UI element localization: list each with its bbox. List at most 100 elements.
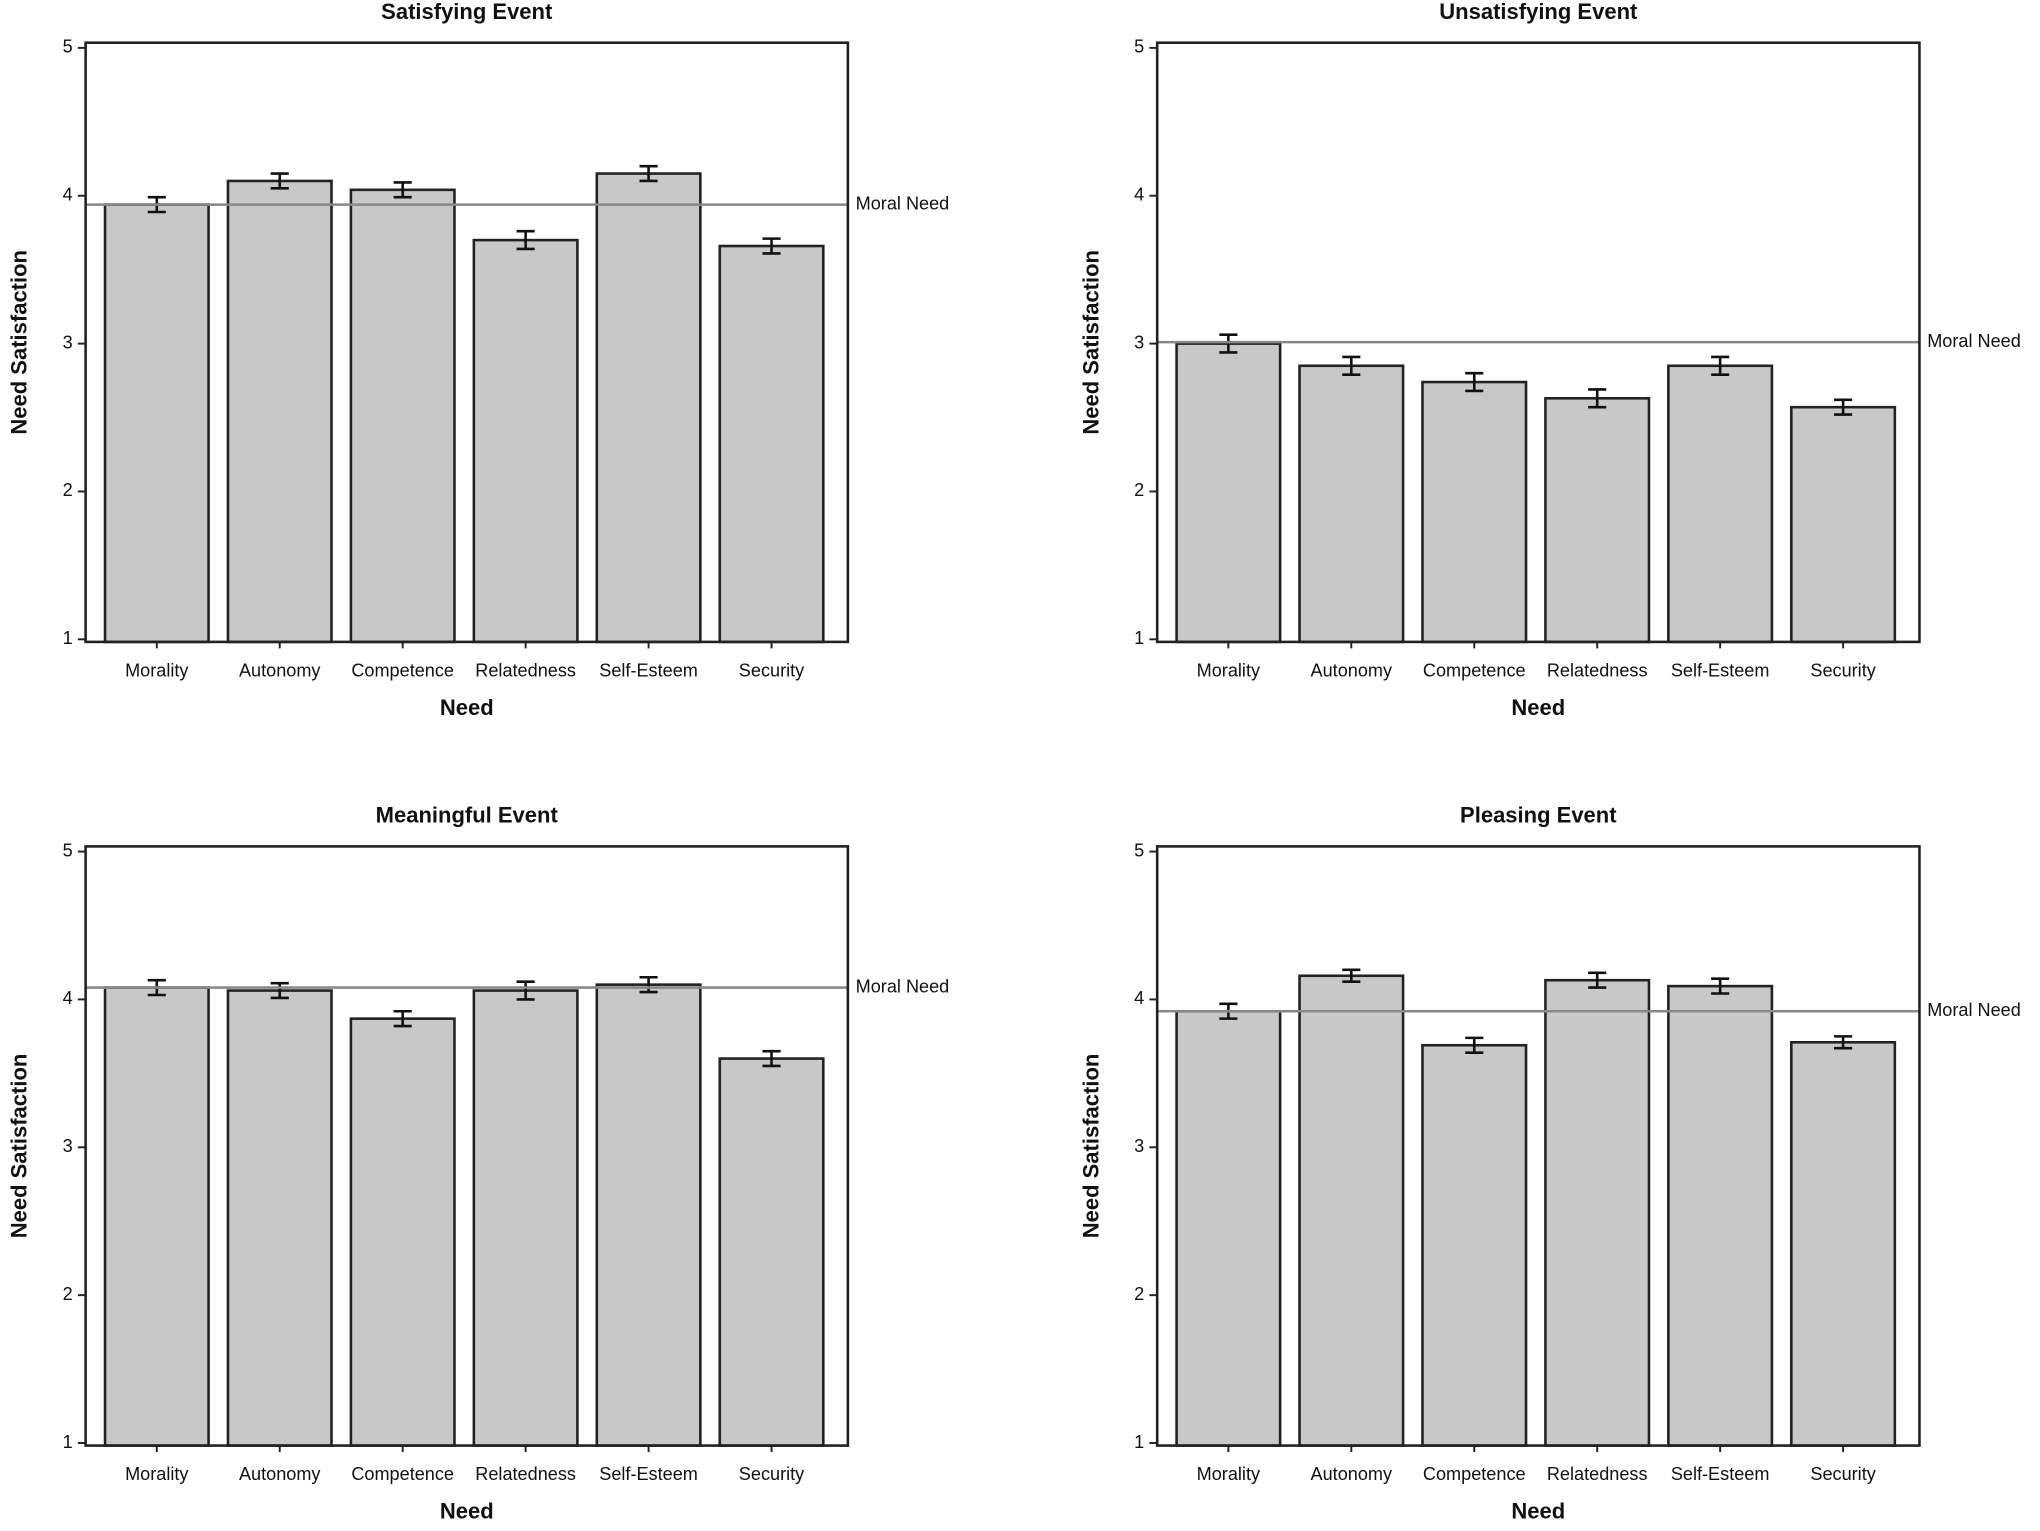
- x-tick-label: Morality: [125, 1464, 189, 1484]
- y-tick-label: 3: [63, 1136, 73, 1156]
- y-tick-label: 5: [1134, 37, 1144, 57]
- y-tick-label: 4: [1134, 185, 1144, 205]
- bar: [595, 983, 702, 1447]
- x-tick-label: Morality: [1197, 1464, 1261, 1484]
- error-bar: [270, 172, 289, 190]
- error-bar: [1465, 371, 1484, 393]
- x-tick-label: Security: [1810, 1464, 1876, 1484]
- bar: [595, 172, 702, 644]
- chart-title: Pleasing Event: [1460, 802, 1617, 827]
- y-tick-label: 5: [1134, 840, 1144, 860]
- plot-frame: [1155, 41, 1921, 644]
- bar: [103, 986, 210, 1447]
- plot-frame: [1155, 845, 1921, 1447]
- x-tick-label: Competence: [1423, 660, 1526, 680]
- y-axis-label: Need Satisfaction: [7, 250, 32, 435]
- bar: [1544, 397, 1651, 644]
- bar: [226, 989, 333, 1447]
- y-tick-label: 2: [63, 480, 73, 500]
- y-tick-label: 1: [63, 628, 73, 648]
- x-tick-label: Security: [739, 1464, 805, 1484]
- bar: [226, 179, 333, 644]
- y-tick-label: 2: [1134, 480, 1144, 500]
- bar: [1667, 364, 1774, 644]
- bar: [718, 1057, 825, 1447]
- y-tick-label: 4: [1134, 988, 1144, 1008]
- error-bar: [1342, 355, 1361, 376]
- bar: [349, 188, 456, 644]
- bar: [1790, 1041, 1897, 1447]
- error-bar: [393, 1009, 412, 1028]
- x-tick-label: Relatedness: [1547, 1464, 1648, 1484]
- y-tick-label: 2: [63, 1284, 73, 1304]
- x-tick-label: Self-Esteem: [599, 660, 698, 680]
- bar: [1298, 364, 1405, 644]
- x-tick-label: Security: [739, 660, 805, 680]
- y-axis-label: Need Satisfaction: [1078, 1054, 1103, 1239]
- error-bar: [1834, 1035, 1853, 1050]
- bar: [103, 203, 210, 644]
- x-tick-label: Morality: [125, 660, 189, 680]
- bar: [1421, 1043, 1528, 1447]
- error-bar: [393, 181, 412, 199]
- reference-label: Moral Need: [1927, 331, 2021, 351]
- bar: [1175, 1009, 1282, 1447]
- bar: [1298, 974, 1405, 1447]
- x-axis-label: Need: [440, 695, 494, 720]
- x-tick-label: Self-Esteem: [1671, 1464, 1770, 1484]
- error-bar: [516, 980, 535, 1001]
- error-bar: [1219, 333, 1238, 354]
- bar: [1421, 380, 1528, 644]
- x-tick-label: Autonomy: [239, 660, 321, 680]
- y-tick-label: 1: [1134, 1432, 1144, 1452]
- x-tick-label: Self-Esteem: [599, 1464, 698, 1484]
- y-tick-label: 5: [63, 37, 73, 57]
- error-bar: [516, 229, 535, 251]
- bar: [718, 244, 825, 644]
- x-tick-label: Competence: [351, 660, 454, 680]
- error-bar: [762, 1049, 781, 1068]
- bar: [1544, 978, 1651, 1447]
- chart-title: Unsatisfying Event: [1439, 0, 1638, 24]
- error-bar: [1342, 968, 1361, 983]
- y-tick-label: 4: [63, 988, 73, 1008]
- y-axis-label: Need Satisfaction: [1078, 250, 1103, 435]
- y-tick-label: 5: [63, 840, 73, 860]
- error-bar: [1588, 971, 1607, 989]
- bar: [349, 1017, 456, 1447]
- bar: [1667, 984, 1774, 1447]
- error-bar: [639, 975, 658, 994]
- chart-panel: Pleasing Event Need Need Satisfaction 1 2 3 4 5…: [1078, 802, 2021, 1523]
- y-axis-label: Need Satisfaction: [7, 1054, 32, 1239]
- error-bar: [1588, 388, 1607, 409]
- error-bar: [270, 981, 289, 1000]
- reference-label: Moral Need: [1927, 1000, 2021, 1020]
- x-tick-label: Autonomy: [1311, 1464, 1393, 1484]
- error-bar: [639, 164, 658, 183]
- reference-label: Moral Need: [856, 193, 950, 213]
- y-tick-label: 1: [1134, 628, 1144, 648]
- x-axis-label: Need: [440, 1499, 494, 1524]
- chart-panel: Meaningful Event Need Need Satisfaction 1 2 3…: [7, 802, 950, 1523]
- bar: [1790, 405, 1897, 644]
- y-tick-label: 2: [1134, 1284, 1144, 1304]
- error-bar: [762, 237, 781, 255]
- y-tick-label: 4: [63, 185, 73, 205]
- x-tick-label: Security: [1810, 660, 1876, 680]
- bar: [472, 238, 579, 644]
- chart-title: Satisfying Event: [381, 0, 553, 24]
- x-tick-label: Autonomy: [239, 1464, 321, 1484]
- x-tick-label: Relatedness: [475, 660, 576, 680]
- reference-label: Moral Need: [856, 976, 950, 996]
- bar: [1175, 342, 1282, 644]
- y-tick-label: 1: [63, 1432, 73, 1452]
- error-bar: [1834, 398, 1853, 416]
- y-tick-label: 3: [1134, 332, 1144, 352]
- error-bar: [1711, 355, 1730, 376]
- x-tick-label: Autonomy: [1311, 660, 1393, 680]
- chart-panel: Unsatisfying Event Need Need Satisfaction 1…: [1078, 0, 2021, 720]
- x-tick-label: Self-Esteem: [1671, 660, 1770, 680]
- chart-title: Meaningful Event: [376, 802, 559, 827]
